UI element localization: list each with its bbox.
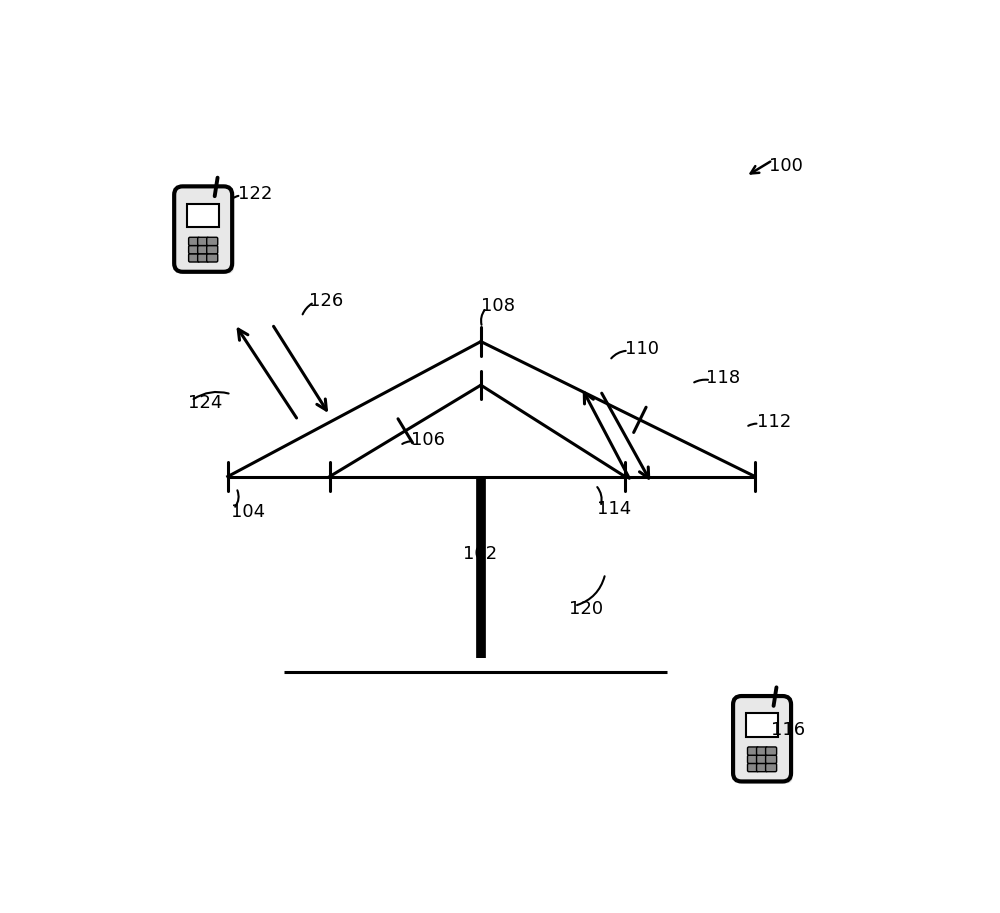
- FancyBboxPatch shape: [179, 191, 234, 274]
- FancyBboxPatch shape: [748, 755, 759, 763]
- FancyArrowPatch shape: [768, 713, 770, 725]
- Text: 110: 110: [625, 340, 659, 358]
- FancyBboxPatch shape: [748, 763, 759, 771]
- FancyArrowPatch shape: [481, 310, 485, 325]
- Text: 122: 122: [238, 185, 273, 203]
- FancyBboxPatch shape: [766, 755, 777, 763]
- FancyBboxPatch shape: [198, 254, 209, 262]
- FancyBboxPatch shape: [207, 237, 218, 246]
- FancyArrowPatch shape: [235, 490, 239, 507]
- FancyArrowPatch shape: [597, 487, 602, 504]
- FancyBboxPatch shape: [757, 747, 768, 755]
- Text: 106: 106: [411, 431, 445, 449]
- FancyBboxPatch shape: [207, 246, 218, 254]
- FancyBboxPatch shape: [198, 246, 209, 254]
- FancyArrowPatch shape: [227, 196, 238, 204]
- FancyBboxPatch shape: [757, 763, 768, 771]
- FancyBboxPatch shape: [738, 701, 793, 783]
- FancyArrowPatch shape: [577, 576, 605, 605]
- FancyBboxPatch shape: [189, 254, 200, 262]
- FancyArrowPatch shape: [194, 392, 229, 399]
- Text: 124: 124: [188, 394, 222, 412]
- FancyBboxPatch shape: [174, 186, 232, 272]
- Text: 118: 118: [706, 369, 740, 387]
- Text: 108: 108: [481, 298, 515, 315]
- FancyArrowPatch shape: [694, 380, 708, 383]
- FancyArrowPatch shape: [479, 519, 484, 547]
- Text: 112: 112: [757, 414, 791, 432]
- FancyBboxPatch shape: [207, 254, 218, 262]
- FancyBboxPatch shape: [766, 763, 777, 771]
- Text: 120: 120: [569, 600, 603, 618]
- FancyBboxPatch shape: [746, 713, 778, 737]
- FancyBboxPatch shape: [748, 747, 759, 755]
- FancyArrowPatch shape: [611, 351, 626, 359]
- FancyBboxPatch shape: [757, 755, 768, 763]
- Text: 116: 116: [771, 720, 805, 739]
- Text: 102: 102: [463, 545, 497, 562]
- FancyBboxPatch shape: [189, 237, 200, 246]
- FancyBboxPatch shape: [187, 204, 219, 227]
- FancyBboxPatch shape: [198, 237, 209, 246]
- FancyBboxPatch shape: [766, 747, 777, 755]
- FancyBboxPatch shape: [189, 246, 200, 254]
- FancyArrowPatch shape: [748, 424, 756, 425]
- FancyArrowPatch shape: [303, 304, 312, 314]
- Text: 114: 114: [597, 500, 631, 518]
- Text: 100: 100: [769, 157, 803, 174]
- Text: 126: 126: [309, 292, 343, 310]
- FancyArrowPatch shape: [402, 441, 410, 444]
- FancyBboxPatch shape: [733, 696, 791, 782]
- Text: 104: 104: [231, 503, 265, 520]
